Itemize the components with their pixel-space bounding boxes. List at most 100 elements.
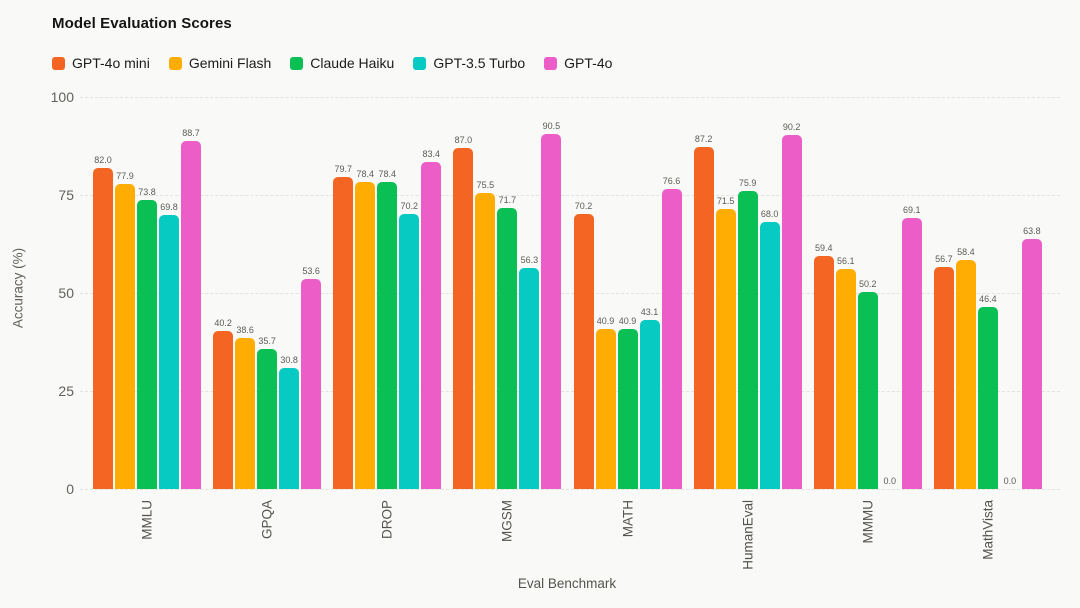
legend-label: Claude Haiku bbox=[310, 55, 395, 71]
value-label: 43.1 bbox=[640, 307, 659, 318]
bar-gpt-4o-mini-gpqa: 40.2 bbox=[213, 318, 234, 489]
x-axis-title: Eval Benchmark bbox=[517, 576, 617, 591]
bar-claude-haiku-drop: 78.4 bbox=[377, 169, 398, 489]
x-tick-label-math: MATH bbox=[620, 500, 636, 538]
value-label: 40.2 bbox=[214, 318, 232, 329]
bar-gpt-3-5-turbo-gpqa: 30.8 bbox=[279, 355, 300, 489]
bar-gpt-4o-mmlu: 88.7 bbox=[181, 128, 202, 489]
bar-claude-haiku-gpqa: 35.7 bbox=[257, 336, 278, 489]
bar-gemini-flash-mmlu: 77.9 bbox=[115, 171, 136, 489]
value-label: 63.8 bbox=[1023, 225, 1041, 236]
value-label: 90.2 bbox=[782, 122, 801, 133]
value-label: 38.6 bbox=[236, 324, 254, 335]
bar-claude-haiku-mgsm: 71.7 bbox=[497, 195, 518, 489]
y-tick-label-0: 0 bbox=[66, 481, 74, 497]
bar-gemini-flash-mathvista: 58.4 bbox=[955, 247, 976, 489]
gridline-100 bbox=[80, 96, 1060, 98]
legend-item-gpt-4o: GPT-4o bbox=[544, 55, 612, 71]
y-tick-label-100: 100 bbox=[50, 89, 74, 105]
legend-item-gpt-3-5-turbo: GPT-3.5 Turbo bbox=[413, 55, 525, 71]
value-label: 35.7 bbox=[258, 336, 276, 347]
bar-gpt-4o-humaneval: 90.2 bbox=[781, 122, 802, 489]
value-label: 75.5 bbox=[476, 180, 495, 191]
y-axis-title: Accuracy (%) bbox=[10, 247, 26, 329]
bar-group-mmlu: 82.0 77.9 73.8 69.8 88.7 bbox=[87, 97, 207, 489]
value-label: 71.7 bbox=[498, 194, 517, 205]
bar-gpt-4o-mini-humaneval: 87.2 bbox=[693, 134, 714, 489]
bar-group-drop: 79.7 78.4 78.4 70.2 83.4 bbox=[327, 97, 447, 489]
value-label: 59.4 bbox=[815, 243, 833, 254]
chart-title: Model Evaluation Scores bbox=[52, 15, 232, 32]
bar-gpt-3-5-turbo-drop: 70.2 bbox=[399, 201, 420, 489]
legend-item-gemini-flash: Gemini Flash bbox=[168, 55, 272, 71]
bar-gpt-4o-mini-math: 70.2 bbox=[573, 201, 594, 489]
value-label: 90.5 bbox=[542, 121, 561, 132]
bar-gpt-3-5-turbo-humaneval: 68.0 bbox=[759, 209, 780, 489]
x-tick-label-humaneval: HumanEval bbox=[740, 500, 756, 570]
x-tick-label-gpqa: GPQA bbox=[259, 500, 275, 540]
legend-swatch-icon bbox=[52, 56, 65, 70]
value-label: 77.9 bbox=[116, 170, 134, 181]
value-label: 78.4 bbox=[378, 168, 397, 179]
value-label: 75.9 bbox=[738, 178, 757, 189]
value-label: 88.7 bbox=[182, 128, 200, 139]
value-label: 76.6 bbox=[662, 175, 681, 186]
legend-label: GPT-4o bbox=[564, 55, 613, 71]
value-label: 0.0 bbox=[883, 476, 897, 486]
value-label: 79.7 bbox=[334, 163, 353, 174]
value-label: 78.4 bbox=[356, 168, 375, 179]
bar-gemini-flash-drop: 78.4 bbox=[355, 169, 376, 489]
bar-gpt-4o-gpqa: 53.6 bbox=[301, 266, 322, 489]
bar-claude-haiku-mmlu: 73.8 bbox=[137, 187, 158, 489]
value-label: 40.9 bbox=[618, 315, 637, 326]
value-label: 82.0 bbox=[94, 154, 112, 165]
value-label: 70.2 bbox=[574, 200, 593, 211]
value-label: 50.2 bbox=[859, 279, 877, 290]
value-label: 58.4 bbox=[957, 247, 975, 258]
bar-gpt-4o-mini-mgsm: 87.0 bbox=[453, 135, 474, 489]
legend-item-claude-haiku: Claude Haiku bbox=[290, 55, 394, 71]
bar-gpt-4o-mini-mmlu: 82.0 bbox=[93, 155, 114, 489]
x-tick-label-drop: DROP bbox=[379, 500, 395, 540]
gridline-25 bbox=[80, 390, 1060, 392]
legend-label: Gemini Flash bbox=[188, 55, 272, 71]
x-tick-label-mgsm: MGSM bbox=[499, 500, 515, 542]
value-label: 87.2 bbox=[694, 134, 713, 145]
bar-group-mmmu: 59.4 56.1 50.2 0.0 69.1 bbox=[808, 97, 928, 489]
value-label: 56.1 bbox=[837, 256, 855, 267]
bar-group-mgsm: 87.0 75.5 71.7 56.3 90.5 bbox=[447, 97, 567, 489]
legend-swatch-icon bbox=[290, 56, 304, 70]
bar-gpt-4o-math: 76.6 bbox=[661, 176, 682, 489]
legend-label: GPT-4o mini bbox=[72, 55, 150, 71]
bar-gpt-3-5-turbo-mmlu: 69.8 bbox=[159, 202, 180, 489]
value-label: 70.2 bbox=[400, 200, 419, 211]
bar-group-gpqa: 40.2 38.6 35.7 30.8 53.6 bbox=[207, 97, 327, 489]
value-label: 40.9 bbox=[596, 315, 615, 326]
bar-gemini-flash-mgsm: 75.5 bbox=[475, 180, 496, 489]
bar-group-math: 70.2 40.9 40.9 43.1 76.6 bbox=[568, 97, 688, 489]
x-tick-label-mathvista: MathVista bbox=[980, 500, 996, 560]
bar-gemini-flash-gpqa: 38.6 bbox=[235, 325, 256, 489]
bar-claude-haiku-mathvista: 46.4 bbox=[977, 294, 998, 489]
gridline-75 bbox=[80, 194, 1060, 196]
gridline-50 bbox=[80, 292, 1060, 294]
bar-gemini-flash-mmmu: 56.1 bbox=[835, 256, 856, 489]
value-label: 83.4 bbox=[422, 149, 441, 160]
legend-label: GPT-3.5 Turbo bbox=[433, 55, 526, 71]
bar-group-mathvista: 56.7 58.4 46.4 0.0 63.8 bbox=[928, 97, 1048, 489]
value-label: 71.5 bbox=[716, 195, 735, 206]
value-label: 30.8 bbox=[280, 355, 298, 366]
bar-gpt-4o-drop: 83.4 bbox=[421, 149, 442, 489]
y-tick-label-50: 50 bbox=[58, 285, 74, 301]
bar-gpt-3-5-turbo-mgsm: 56.3 bbox=[519, 255, 540, 489]
legend-swatch-icon bbox=[413, 56, 427, 70]
x-tick-label-mmlu: MMLU bbox=[139, 500, 155, 540]
bar-gemini-flash-humaneval: 71.5 bbox=[715, 196, 736, 489]
bar-gpt-4o-mathvista: 63.8 bbox=[1021, 226, 1042, 489]
bar-claude-haiku-humaneval: 75.9 bbox=[737, 178, 758, 489]
y-tick-label-25: 25 bbox=[58, 383, 74, 399]
legend-swatch-icon bbox=[168, 56, 182, 70]
value-label: 73.8 bbox=[138, 186, 156, 197]
bar-claude-haiku-math: 40.9 bbox=[617, 316, 638, 489]
y-tick-label-75: 75 bbox=[58, 187, 74, 203]
